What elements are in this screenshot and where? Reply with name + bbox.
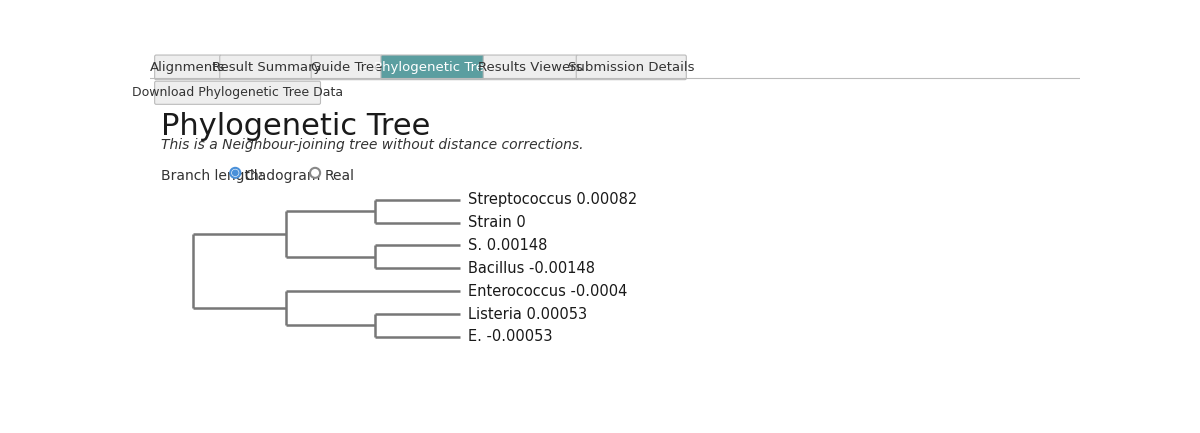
FancyBboxPatch shape [155, 55, 221, 80]
FancyBboxPatch shape [155, 81, 320, 104]
Text: Branch length:: Branch length: [161, 169, 263, 183]
Text: This is a Neighbour-joining tree without distance corrections.: This is a Neighbour-joining tree without… [161, 138, 583, 152]
FancyBboxPatch shape [220, 55, 313, 80]
Text: E. -0.00053: E. -0.00053 [468, 330, 552, 344]
Circle shape [310, 168, 320, 178]
Text: Enterococcus -0.0004: Enterococcus -0.0004 [468, 284, 628, 299]
Text: Phylogenetic Tree: Phylogenetic Tree [161, 112, 431, 141]
Text: Result Summary: Result Summary [211, 61, 322, 74]
FancyBboxPatch shape [380, 55, 485, 80]
Text: Streptococcus 0.00082: Streptococcus 0.00082 [468, 192, 637, 207]
Circle shape [230, 168, 240, 178]
Text: Cladogram: Cladogram [245, 169, 320, 183]
Text: S. 0.00148: S. 0.00148 [468, 238, 547, 253]
Text: Submission Details: Submission Details [568, 61, 695, 74]
Text: Guide Tree: Guide Tree [311, 61, 383, 74]
FancyBboxPatch shape [576, 55, 686, 80]
FancyBboxPatch shape [484, 55, 578, 80]
Text: Real: Real [324, 169, 354, 183]
Text: Phylogenetic Tree: Phylogenetic Tree [373, 61, 492, 74]
Text: Download Phylogenetic Tree Data: Download Phylogenetic Tree Data [132, 86, 343, 99]
Text: Strain 0: Strain 0 [468, 215, 526, 230]
Text: Bacillus -0.00148: Bacillus -0.00148 [468, 261, 595, 276]
Circle shape [233, 170, 238, 175]
FancyBboxPatch shape [311, 55, 383, 80]
Text: Results Viewers: Results Viewers [479, 61, 583, 74]
Text: Listeria 0.00053: Listeria 0.00053 [468, 307, 587, 322]
Text: Alignments: Alignments [150, 61, 226, 74]
